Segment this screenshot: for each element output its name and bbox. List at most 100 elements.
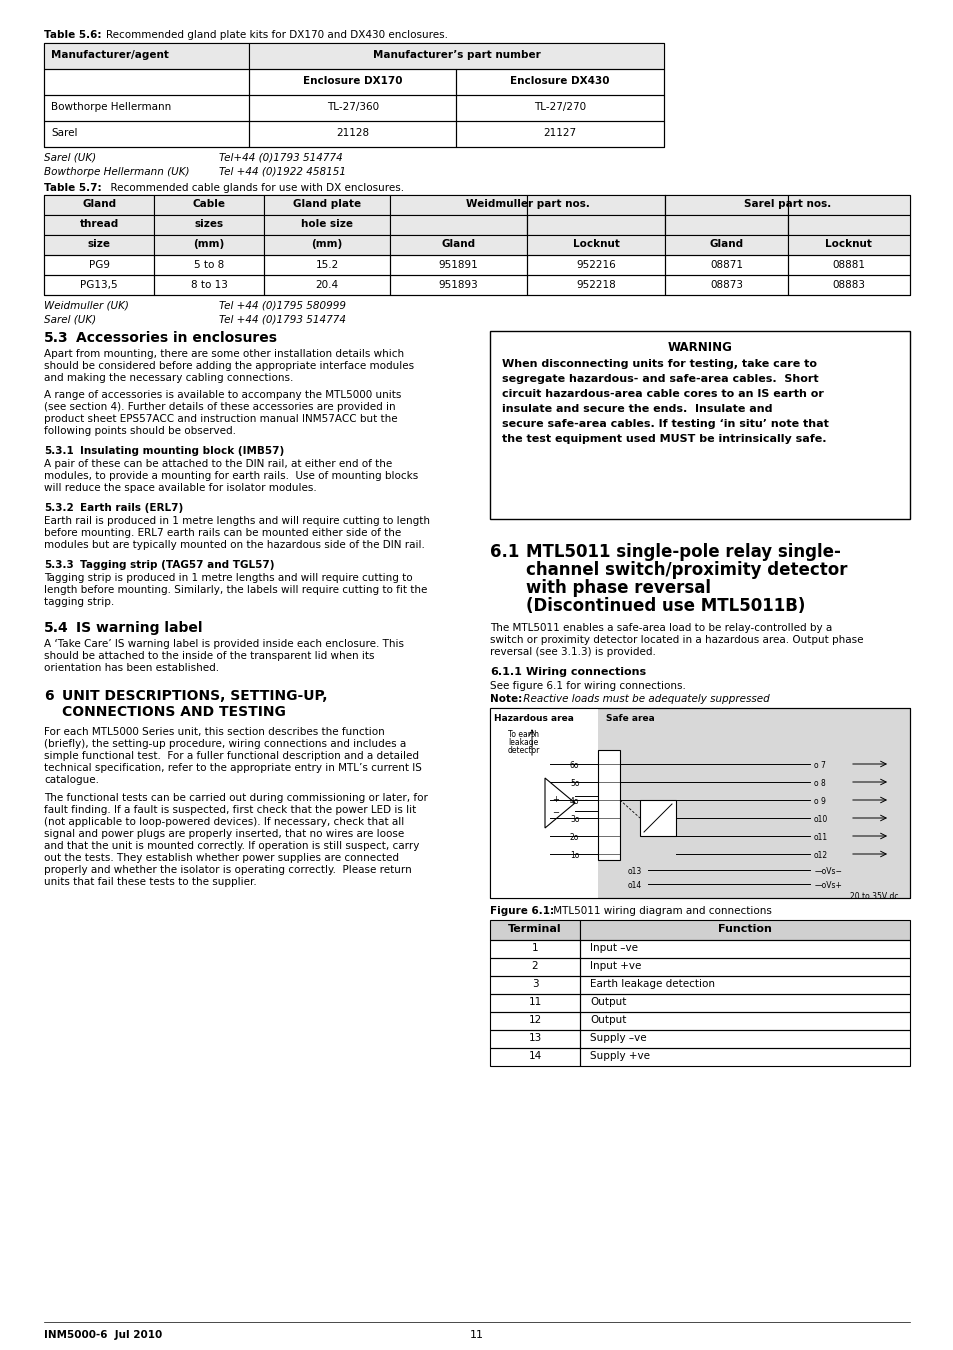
Text: Supply –ve: Supply –ve <box>589 1033 646 1044</box>
Text: 11: 11 <box>470 1330 483 1341</box>
Text: units that fail these tests to the supplier.: units that fail these tests to the suppl… <box>44 878 256 887</box>
Text: Terminal: Terminal <box>508 923 561 934</box>
Bar <box>527 275 664 296</box>
Bar <box>390 275 527 296</box>
Text: 21128: 21128 <box>335 128 369 138</box>
Text: 2: 2 <box>531 961 537 971</box>
Text: tagging strip.: tagging strip. <box>44 597 114 608</box>
Text: length before mounting. Similarly, the labels will require cutting to fit the: length before mounting. Similarly, the l… <box>44 585 427 595</box>
Bar <box>154 215 264 235</box>
Text: sizes: sizes <box>194 219 224 230</box>
Text: (briefly), the setting-up procedure, wiring connections and includes a: (briefly), the setting-up procedure, wir… <box>44 738 406 749</box>
Text: 5o: 5o <box>569 779 578 788</box>
Text: 15.2: 15.2 <box>315 261 338 270</box>
Text: Table 5.7:: Table 5.7: <box>44 184 102 193</box>
Bar <box>490 1030 579 1048</box>
Bar <box>264 255 390 275</box>
Bar <box>44 122 249 147</box>
Text: Bowthorpe Hellermann (UK): Bowthorpe Hellermann (UK) <box>44 167 190 177</box>
Text: MTL5011 wiring diagram and connections: MTL5011 wiring diagram and connections <box>550 906 771 917</box>
Text: 6o: 6o <box>569 761 578 770</box>
Bar <box>787 235 909 255</box>
Bar <box>490 1012 579 1030</box>
Bar <box>264 194 390 215</box>
Bar <box>527 194 664 215</box>
Text: (Discontinued use MTL5011B): (Discontinued use MTL5011B) <box>525 597 804 616</box>
Text: 5.3.3: 5.3.3 <box>44 560 73 570</box>
Text: leakage: leakage <box>507 738 537 747</box>
Bar <box>249 69 456 94</box>
Text: o 9: o 9 <box>813 796 825 806</box>
Text: −: − <box>552 809 558 817</box>
Bar <box>456 69 663 94</box>
Bar <box>490 994 579 1012</box>
Bar <box>44 95 249 122</box>
Text: Tagging strip (TAG57 and TGL57): Tagging strip (TAG57 and TGL57) <box>80 560 274 570</box>
Bar <box>44 43 249 69</box>
Text: circuit hazardous-area cable cores to an IS earth or: circuit hazardous-area cable cores to an… <box>501 389 823 400</box>
Text: thread: thread <box>79 219 118 230</box>
Bar <box>154 275 264 296</box>
Bar <box>664 235 787 255</box>
Bar <box>787 194 909 215</box>
Text: Sarel (UK): Sarel (UK) <box>44 153 96 163</box>
Bar <box>579 1030 909 1048</box>
Text: the test equipment used MUST be intrinsically safe.: the test equipment used MUST be intrinsi… <box>501 433 825 444</box>
Text: 13: 13 <box>528 1033 541 1044</box>
Text: o13: o13 <box>627 867 641 876</box>
Text: Locknut: Locknut <box>573 239 619 248</box>
Text: Input –ve: Input –ve <box>589 944 638 953</box>
Bar <box>579 940 909 958</box>
Text: (see section 4). Further details of these accessories are provided in: (see section 4). Further details of thes… <box>44 402 395 412</box>
Text: Earth rails (ERL7): Earth rails (ERL7) <box>80 504 183 513</box>
Text: with phase reversal: with phase reversal <box>525 579 710 597</box>
Bar <box>154 194 264 215</box>
Text: Gland: Gland <box>709 239 742 248</box>
Bar <box>44 235 154 255</box>
Text: PG13,5: PG13,5 <box>80 279 118 290</box>
Bar <box>249 122 456 147</box>
Bar <box>787 255 909 275</box>
Text: Recommended gland plate kits for DX170 and DX430 enclosures.: Recommended gland plate kits for DX170 a… <box>106 30 448 40</box>
Text: —oVs−: —oVs− <box>814 867 842 876</box>
Text: hole size: hole size <box>301 219 353 230</box>
Bar <box>264 235 390 255</box>
Text: Reactive loads must be adequately suppressed: Reactive loads must be adequately suppre… <box>519 694 769 703</box>
Text: modules but are typically mounted on the hazardous side of the DIN rail.: modules but are typically mounted on the… <box>44 540 424 549</box>
Text: Gland: Gland <box>441 239 476 248</box>
Text: 1: 1 <box>531 944 537 953</box>
Bar <box>154 255 264 275</box>
Text: 14: 14 <box>528 1052 541 1061</box>
Bar <box>490 331 909 518</box>
Text: (mm): (mm) <box>311 239 342 248</box>
Text: segregate hazardous- and safe-area cables.  Short: segregate hazardous- and safe-area cable… <box>501 374 818 383</box>
Text: product sheet EPS57ACC and instruction manual INM57ACC but the: product sheet EPS57ACC and instruction m… <box>44 414 397 424</box>
Bar <box>44 43 663 147</box>
Bar <box>154 235 264 255</box>
Bar <box>44 69 249 94</box>
Bar <box>456 95 663 122</box>
Text: following points should be observed.: following points should be observed. <box>44 427 235 436</box>
Bar <box>579 958 909 976</box>
Text: To earth: To earth <box>507 730 538 738</box>
Text: 6.1.1: 6.1.1 <box>490 667 521 676</box>
Text: properly and whether the isolator is operating correctly.  Please return: properly and whether the isolator is ope… <box>44 865 412 875</box>
Text: modules, to provide a mounting for earth rails.  Use of mounting blocks: modules, to provide a mounting for earth… <box>44 471 417 481</box>
Bar <box>44 255 154 275</box>
Text: Gland: Gland <box>82 198 116 209</box>
Bar <box>664 215 787 235</box>
Bar <box>390 235 527 255</box>
Text: 5.3: 5.3 <box>44 331 69 346</box>
Bar <box>264 215 390 235</box>
Bar <box>490 976 579 994</box>
Text: TL-27/360: TL-27/360 <box>326 103 378 112</box>
Text: Apart from mounting, there are some other installation details which: Apart from mounting, there are some othe… <box>44 350 404 359</box>
Bar <box>527 255 664 275</box>
Text: o 8: o 8 <box>813 779 825 788</box>
Bar <box>456 122 663 147</box>
Text: and that the unit is mounted correctly. If operation is still suspect, carry: and that the unit is mounted correctly. … <box>44 841 419 850</box>
Bar <box>579 919 909 940</box>
Bar <box>249 95 456 122</box>
Text: 6: 6 <box>44 688 53 703</box>
Text: Figure 6.1:: Figure 6.1: <box>490 906 554 917</box>
